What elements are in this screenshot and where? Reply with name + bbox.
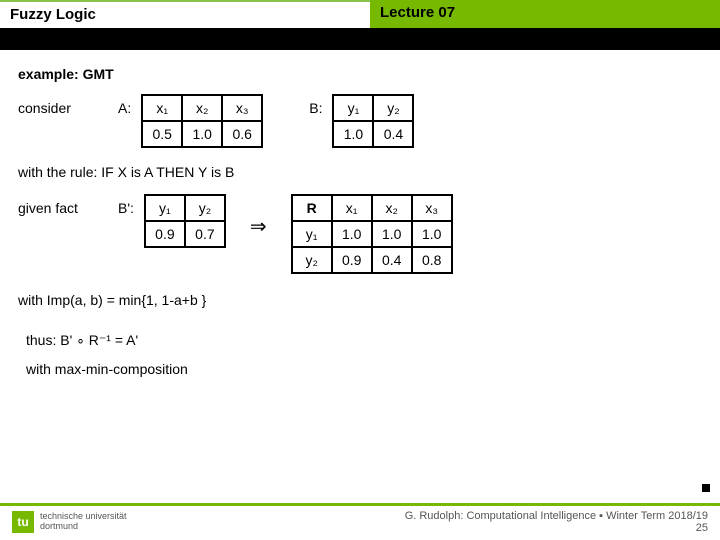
cell: 0.9 [145,221,185,247]
lecture-number: Lecture 07 [370,0,720,28]
slide-footer: tu technische universität dortmund G. Ru… [0,503,720,540]
cell: 1.0 [332,221,372,247]
imp-text: with Imp(a, b) = min{1, 1-a+b } [18,292,702,308]
thus-text: thus: B' ∘ R⁻¹ = A' [18,332,702,349]
table-bprime: y₁ y₂ 0.9 0.7 [144,194,226,248]
cell: 0.5 [142,121,182,147]
cell: x₁ [332,195,372,221]
table-b: y₁ y₂ 1.0 0.4 [332,94,414,148]
cell: 0.7 [185,221,225,247]
rule-text: with the rule: IF X is A THEN Y is B [18,164,702,180]
cell: y₁ [292,221,332,247]
cell: 1.0 [412,221,452,247]
table-r: R x₁ x₂ x₃ y₁ 1.0 1.0 1.0 y₂ 0.9 0.4 0.8 [291,194,453,274]
bprime-label: B': [118,194,134,216]
composition-text: with max-min-composition [18,361,702,377]
cell: x₂ [372,195,412,221]
example-heading: example: GMT [18,66,702,82]
cell: x₃ [222,95,262,121]
university-logo: tu technische universität dortmund [12,511,127,533]
implies-arrow: ⇒ [236,194,281,239]
given-row: given fact B': y₁ y₂ 0.9 0.7 ⇒ R x₁ x₂ x… [18,194,702,274]
cell: y₁ [145,195,185,221]
cell: x₃ [412,195,452,221]
cell: 0.4 [373,121,413,147]
qed-square-icon [702,484,710,492]
cell: R [292,195,332,221]
footer-source: G. Rudolph: Computational Intelligence ▪… [405,510,708,522]
uni-name-2: dortmund [40,522,127,532]
consider-row: consider A: x₁ x₂ x₃ 0.5 1.0 0.6 B: y₁ y… [18,94,702,148]
cell: x₁ [142,95,182,121]
title-bar: Fuzzy Logic Lecture 07 [0,0,720,28]
cell: 1.0 [333,121,373,147]
cell: y₂ [185,195,225,221]
tu-icon: tu [12,511,34,533]
cell: y₂ [292,247,332,273]
consider-label: consider [18,94,108,116]
cell: 0.8 [412,247,452,273]
cell: y₂ [373,95,413,121]
slide-content: example: GMT consider A: x₁ x₂ x₃ 0.5 1.… [0,50,720,377]
cell: 1.0 [182,121,222,147]
a-label: A: [118,94,131,116]
cell: 0.9 [332,247,372,273]
table-a: x₁ x₂ x₃ 0.5 1.0 0.6 [141,94,263,148]
cell: x₂ [182,95,222,121]
given-label: given fact [18,194,108,216]
b-label: B: [309,94,322,116]
topic-title: Fuzzy Logic [0,0,370,28]
header-divider [0,28,720,50]
cell: y₁ [333,95,373,121]
cell: 0.4 [372,247,412,273]
page-number: 25 [405,522,708,534]
cell: 0.6 [222,121,262,147]
cell: 1.0 [372,221,412,247]
